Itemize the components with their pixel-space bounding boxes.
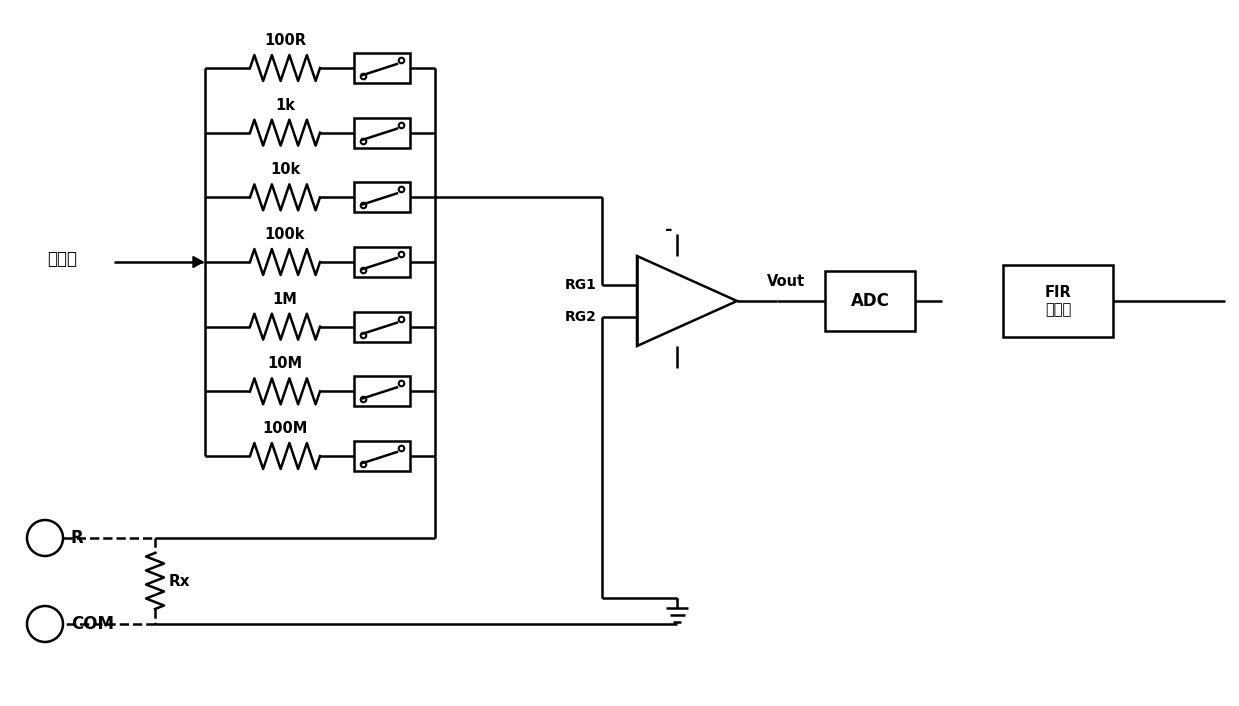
Text: Rx: Rx: [169, 573, 191, 589]
Text: 100R: 100R: [264, 33, 306, 48]
Text: RG2: RG2: [565, 310, 597, 324]
Bar: [825, 271, 914, 331]
Bar: [354, 247, 410, 277]
Text: 100M: 100M: [263, 421, 307, 436]
Bar: [354, 118, 410, 148]
Text: 10k: 10k: [270, 162, 300, 177]
Text: Vout: Vout: [767, 274, 805, 289]
Text: 100k: 100k: [265, 227, 305, 242]
Text: 基准源: 基准源: [47, 250, 77, 268]
Bar: [354, 376, 410, 407]
Bar: [1004, 265, 1113, 337]
Text: 10M: 10M: [268, 357, 302, 371]
Bar: [354, 311, 410, 342]
Text: RG1: RG1: [565, 277, 597, 292]
Polygon shape: [193, 256, 203, 268]
Text: ADC: ADC: [850, 292, 890, 310]
Bar: [354, 53, 410, 83]
Text: R: R: [71, 529, 84, 547]
Text: 1M: 1M: [273, 292, 297, 306]
Bar: [354, 182, 410, 213]
Text: COM: COM: [71, 615, 114, 633]
Text: FIR
滤波器: FIR 滤波器: [1044, 285, 1072, 317]
Text: -: -: [665, 221, 673, 239]
Bar: [354, 441, 410, 471]
Text: 1k: 1k: [275, 97, 295, 113]
